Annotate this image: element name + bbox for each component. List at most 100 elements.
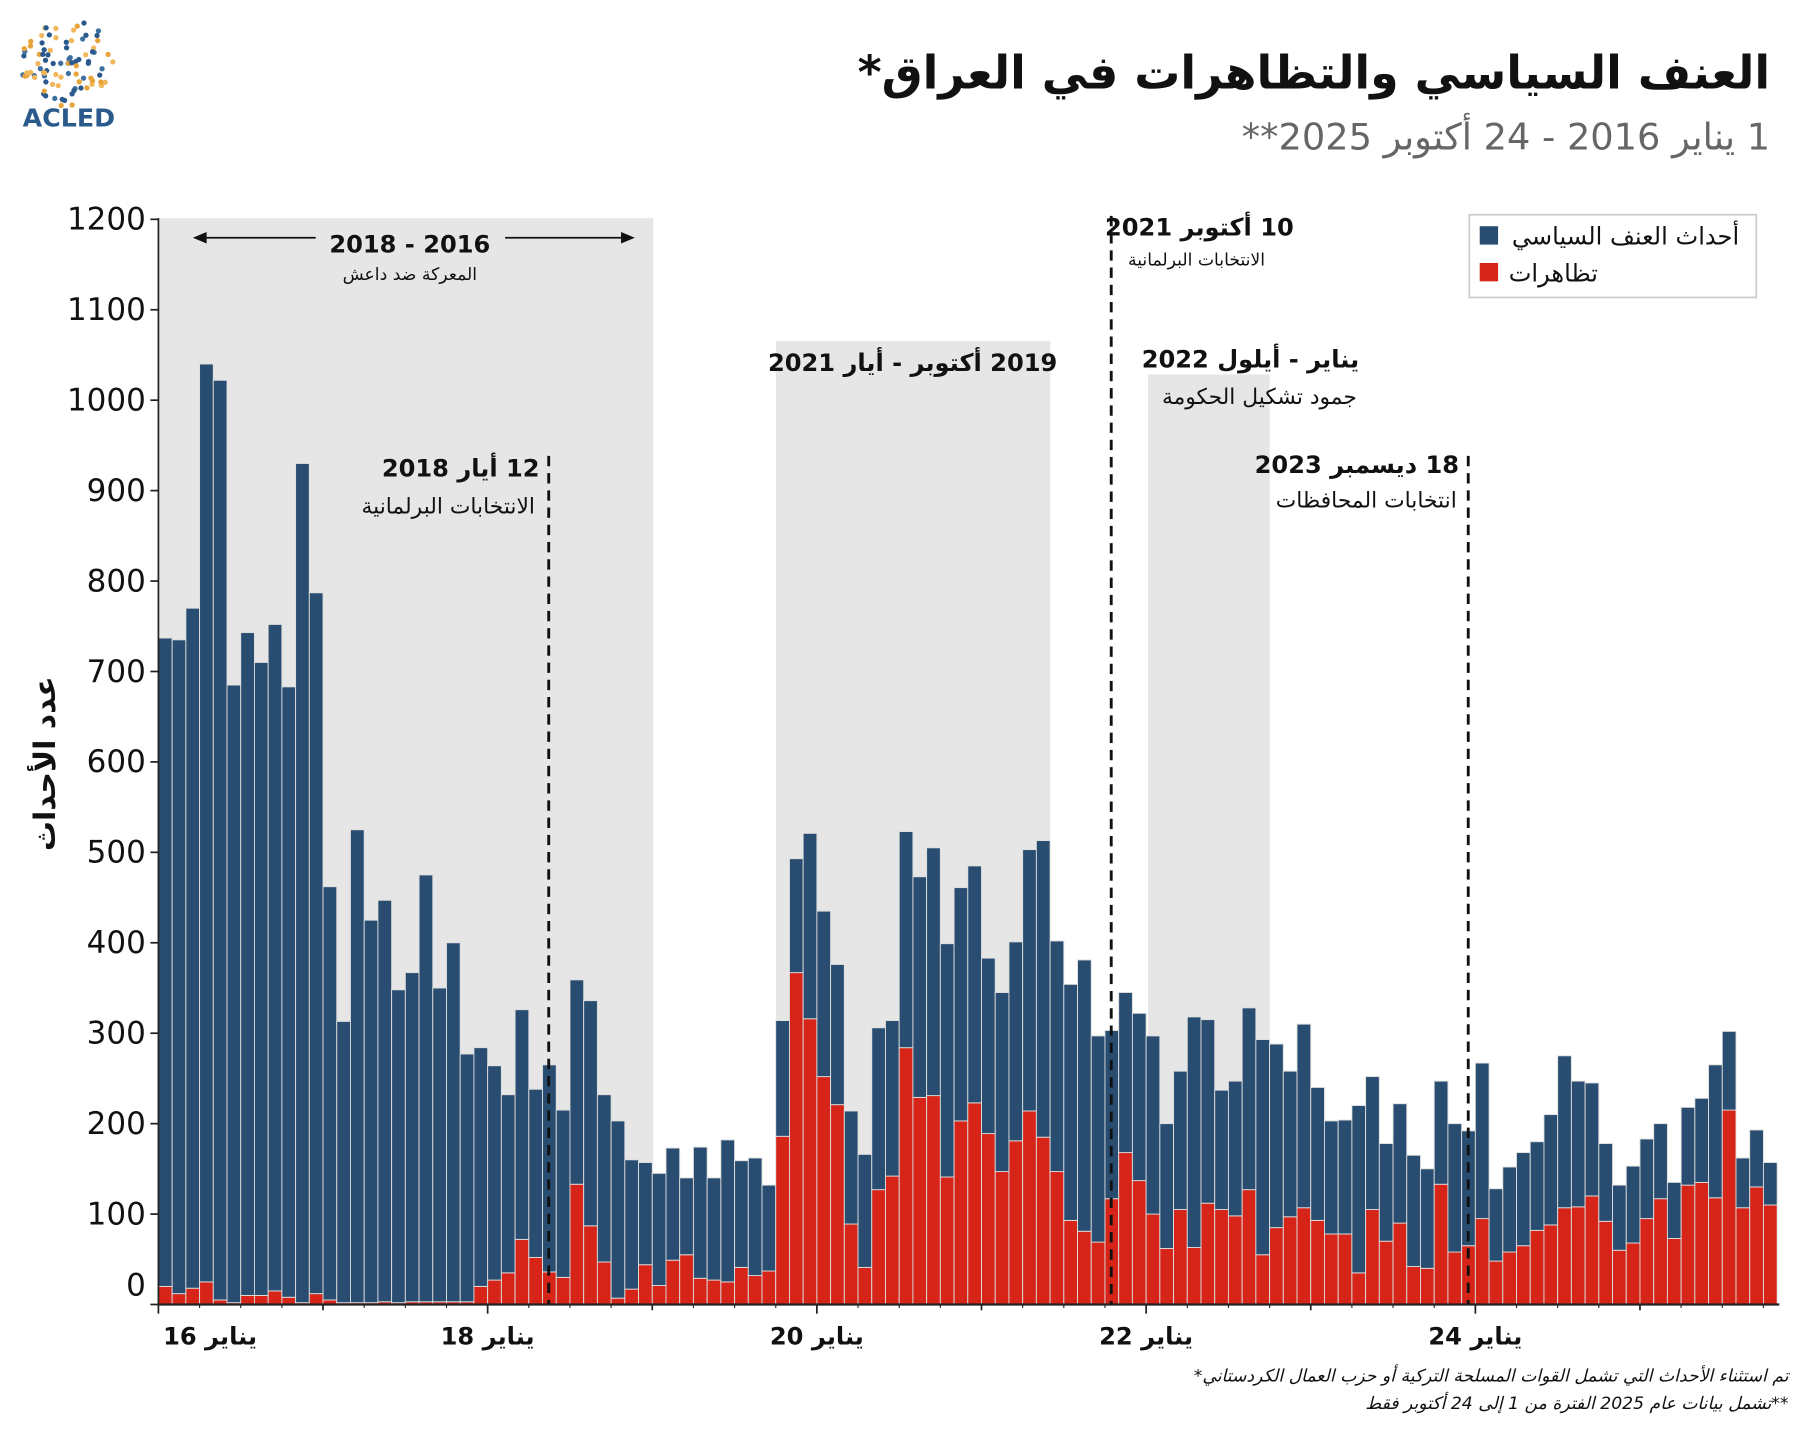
bar-political-violence-2019-2 (665, 1147, 681, 1261)
bar-protests-2025-8 (1735, 1207, 1751, 1305)
bar-political-violence-2017-9 (432, 987, 447, 1303)
bar-political-violence-2023-5 (1365, 1076, 1380, 1211)
logo-dot (95, 28, 102, 34)
logo-dot (102, 79, 108, 85)
bar-political-violence-2016-2 (171, 639, 187, 1295)
bar-protests-2021-9 (1090, 1241, 1106, 1305)
y-tick-label: 500 (87, 835, 146, 871)
bar-political-violence-2020-2 (830, 964, 845, 1106)
bar-protests-2022-12 (1296, 1207, 1312, 1305)
bar-protests-2022-7 (1227, 1215, 1243, 1305)
bar-protests-2021-11 (1118, 1152, 1133, 1305)
x-ticks: يناير 16 يناير 18 يناير 20 يناير 22 يناير 24 (157, 1304, 1765, 1351)
bar-political-violence-2016-4 (199, 363, 214, 1283)
bar-political-violence-2020-9 (926, 847, 941, 1097)
bar-protests-2023-8 (1406, 1266, 1421, 1305)
bar-protests-2022-6 (1214, 1209, 1229, 1305)
logo-dot (53, 25, 59, 32)
bar-political-violence-2017-11 (459, 1053, 475, 1303)
logo-dot (28, 69, 34, 76)
bar-political-violence-2020-4 (857, 1153, 873, 1268)
bar-political-violence-2017-7 (404, 972, 420, 1303)
bar-political-violence-2023-3 (1337, 1119, 1353, 1235)
logo-dot (94, 32, 100, 39)
x-tick-label: يناير 24 (1428, 1323, 1522, 1351)
bar-political-violence-2020-7 (898, 831, 914, 1049)
bar-protests-2022-5 (1200, 1202, 1216, 1305)
bar-protests-2021-6 (1049, 1171, 1065, 1305)
bar-political-violence-2018-7 (569, 979, 585, 1185)
bar-political-violence-2020-12 (967, 865, 982, 1104)
bar-political-violence-2019-10 (775, 1020, 790, 1137)
bar-political-violence-2017-3 (350, 829, 365, 1304)
arrow-right-icon (621, 231, 635, 244)
bar-protests-2024-1 (1474, 1218, 1490, 1305)
bar-political-violence-2017-1 (322, 886, 338, 1301)
bar-protests-2025-10 (1762, 1204, 1778, 1305)
logo-dot (74, 23, 80, 29)
legend-label-political-violence: أحداث العنف السياسي (1512, 221, 1739, 251)
y-tick-label: 300 (87, 1016, 146, 1052)
arrow-left-icon (192, 231, 207, 244)
bar-protests-2024-2 (1488, 1260, 1504, 1305)
bar-protests-2019-3 (679, 1254, 694, 1305)
bar-protests-2016-8 (253, 1294, 269, 1305)
election-2023-subtitle: انتخابات المحافظات (1276, 489, 1457, 514)
logo-dot (84, 85, 90, 91)
bar-political-violence-2024-9 (1584, 1082, 1600, 1197)
acled-logo (20, 20, 116, 109)
bar-protests-2021-3 (1008, 1140, 1024, 1305)
deadlock-2022-subtitle: جمود تشكيل الحكومة (1162, 385, 1357, 410)
bar-protests-2023-3 (1337, 1233, 1353, 1305)
bar-political-violence-2020-3 (843, 1110, 859, 1225)
legend: أحداث العنف السياسي تظاهرات (1468, 213, 1758, 299)
bar-protests-2024-6 (1543, 1224, 1559, 1305)
y-tick-label: 800 (87, 563, 146, 599)
bar-political-violence-2023-7 (1392, 1103, 1408, 1224)
y-tick-label: 1100 (67, 292, 146, 328)
bar-political-violence-2022-3 (1173, 1070, 1188, 1211)
bar-political-violence-2021-9 (1090, 1035, 1106, 1243)
bar-political-violence-2025-4 (1680, 1106, 1696, 1186)
bar-protests-2019-5 (706, 1279, 722, 1305)
logo-dot (53, 71, 59, 78)
bar-political-violence-2016-10 (281, 686, 297, 1298)
bar-protests-2016-3 (185, 1287, 201, 1305)
bar-protests-2021-7 (1063, 1219, 1078, 1305)
bar-protests-2021-8 (1077, 1230, 1092, 1305)
bar-political-violence-2023-8 (1406, 1154, 1421, 1267)
bar-political-violence-2018-4 (528, 1088, 543, 1258)
logo-dot (80, 36, 86, 42)
bar-protests-2022-1 (1145, 1213, 1161, 1305)
isis-subtitle: المعركة ضد داعش (343, 265, 477, 285)
bar-protests-2024-4 (1516, 1245, 1531, 1305)
logo-dot (21, 53, 27, 59)
logo-dot (39, 40, 45, 46)
bar-political-violence-2016-6 (226, 684, 242, 1304)
bar-political-violence-2019-3 (679, 1177, 694, 1256)
bar-protests-2016-4 (199, 1281, 214, 1305)
bar-political-violence-2018-9 (596, 1094, 612, 1263)
bar-political-violence-2016-5 (212, 379, 228, 1301)
bar-protests-2016-1 (157, 1285, 173, 1305)
y-tick-label: 400 (87, 925, 146, 961)
y-tick-label: 600 (87, 744, 146, 780)
bar-protests-2020-8 (912, 1096, 928, 1305)
logo-dot (71, 27, 77, 33)
footnote-2: **تشمل بيانات عام 2025 الفترة من 1 إلى 2… (1365, 1391, 1789, 1414)
bar-political-violence-2017-10 (446, 942, 461, 1303)
bar-protests-2022-3 (1173, 1209, 1188, 1305)
bar-protests-2021-12 (1131, 1180, 1147, 1305)
bar-political-violence-2019-8 (747, 1157, 763, 1277)
bar-protests-2025-2 (1653, 1198, 1668, 1305)
logo-dot (58, 102, 64, 109)
bar-political-violence-2022-1 (1145, 1035, 1161, 1215)
y-axis-label: عدد الأحداث (26, 676, 63, 851)
bar-political-violence-2024-11 (1612, 1184, 1627, 1251)
bar-political-violence-2018-2 (500, 1094, 516, 1274)
logo-dot (63, 45, 70, 51)
logo-dot (97, 72, 103, 78)
logo-dot (110, 59, 116, 65)
bar-political-violence-2021-11 (1118, 992, 1133, 1154)
bar-political-violence-2017-12 (473, 1047, 489, 1287)
